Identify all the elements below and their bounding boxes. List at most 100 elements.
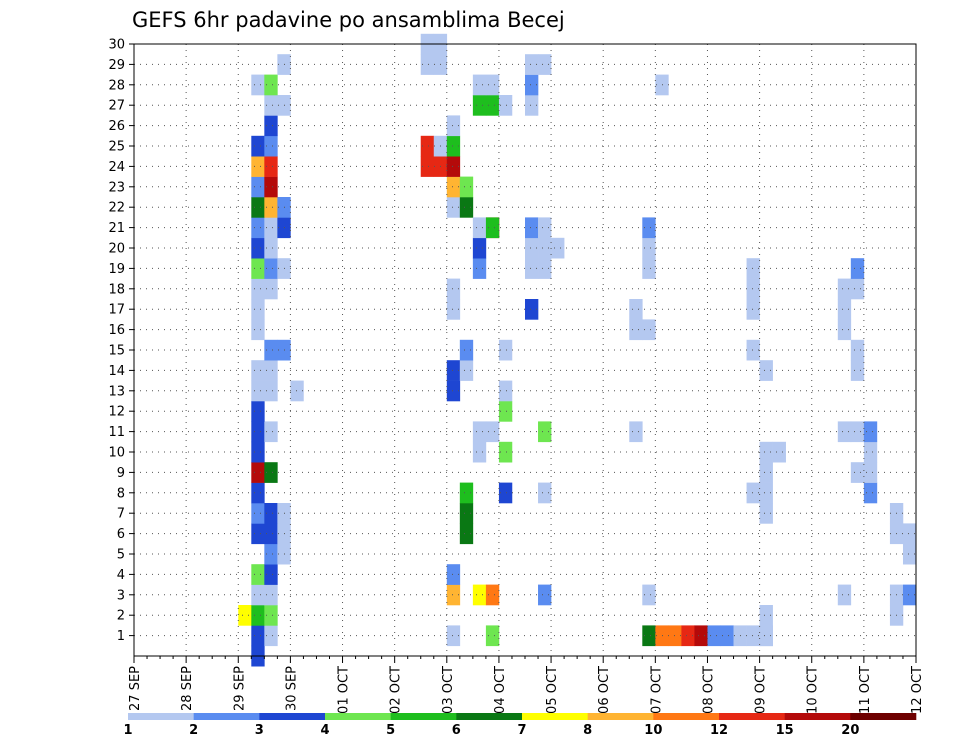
y-tick-label: 29 [108, 58, 125, 73]
colorbar-swatch [193, 713, 260, 720]
precip-cell [264, 95, 278, 116]
colorbar-label: 1 [123, 723, 132, 738]
x-tick-label: 30 SEP [284, 666, 299, 711]
precip-cell [525, 237, 539, 259]
precip-cell [446, 176, 461, 198]
precip-cell [251, 503, 265, 524]
colorbar-label: 20 [841, 723, 859, 738]
precip-cell [525, 74, 539, 96]
precip-cell [264, 523, 278, 545]
precip-cell [525, 258, 539, 279]
precip-cell [902, 523, 917, 545]
x-tick-label: 08 OCT [701, 666, 716, 714]
colorbar-label: 5 [386, 723, 395, 738]
precip-cell [264, 74, 278, 96]
precip-cell [251, 319, 265, 341]
precip-cell [485, 74, 500, 96]
y-tick-label: 15 [108, 344, 125, 359]
precip-cell [642, 319, 656, 341]
colorbar-swatch [128, 713, 194, 720]
x-tick-label: 28 SEP [180, 666, 195, 711]
y-tick-label: 3 [117, 588, 125, 603]
cell-layer [238, 33, 917, 667]
y-axis: 1234567891011121314151617181920212223242… [108, 38, 134, 644]
y-tick-label: 9 [117, 466, 125, 481]
precip-cell [251, 625, 265, 647]
precip-cell [538, 217, 552, 239]
colorbar-label: 15 [776, 723, 794, 738]
y-tick-label: 20 [108, 242, 125, 257]
colorbar-label: 4 [320, 723, 329, 738]
precip-cell [264, 197, 278, 218]
colorbar-swatch [325, 713, 391, 720]
y-tick-label: 25 [108, 140, 125, 155]
precip-cell [642, 258, 656, 279]
x-tick-label: 07 OCT [649, 666, 664, 714]
precip-cell [264, 258, 278, 279]
y-tick-label: 21 [108, 221, 125, 236]
x-tick-label: 06 OCT [597, 666, 612, 714]
y-tick-label: 28 [108, 78, 125, 93]
precip-cell [251, 278, 265, 300]
precip-cell [459, 176, 474, 198]
precip-cell [459, 360, 474, 381]
precip-cell [251, 523, 265, 545]
y-tick-label: 14 [108, 364, 125, 379]
precip-cell [746, 299, 760, 320]
x-axis: 27 SEP 28 SEP 29 SEP 30 SEP 01 OCT 02 OCT 03 O… [128, 656, 925, 714]
precip-cell [850, 339, 865, 361]
x-tick-label: 02 OCT [389, 666, 404, 714]
precip-cell [850, 421, 865, 443]
y-tick-label: 2 [117, 609, 125, 624]
precip-cell [538, 258, 552, 279]
precip-cell [694, 625, 708, 647]
precip-cell [746, 278, 760, 300]
precip-cell [538, 421, 552, 443]
precip-cell [837, 584, 852, 606]
precip-cell [459, 523, 474, 545]
precip-cell [668, 625, 682, 647]
precip-cell [629, 299, 643, 320]
precip-cell [746, 258, 760, 279]
y-tick-label: 19 [108, 262, 125, 277]
precip-cell [472, 74, 487, 96]
precip-cell [746, 625, 760, 647]
y-tick-label: 22 [108, 201, 125, 216]
precip-cell [759, 503, 773, 524]
precip-cell [863, 441, 878, 463]
x-tick-label: 09 OCT [754, 666, 769, 714]
precip-cell [446, 135, 461, 157]
precip-cell [264, 564, 278, 585]
precip-cell [837, 299, 852, 320]
colorbar-swatch [390, 713, 457, 720]
colorbar-label: 7 [517, 723, 526, 738]
x-tick-label: 29 SEP [232, 666, 247, 711]
precip-cell [459, 482, 474, 504]
precip-cell [681, 625, 695, 647]
y-tick-label: 17 [108, 303, 125, 318]
precip-cell [420, 156, 435, 177]
chart-title: GEFS 6hr padavine po ansamblima Becej [132, 8, 565, 32]
precip-cell [525, 95, 539, 116]
precip-cell [498, 441, 513, 463]
y-tick-label: 12 [108, 405, 125, 420]
precip-cell [863, 462, 878, 483]
precip-cell [538, 482, 552, 504]
precip-cell [525, 299, 539, 320]
precip-cell [472, 584, 487, 606]
precip-cell [290, 380, 304, 402]
precip-cell [525, 54, 539, 75]
precip-cell [759, 462, 773, 483]
precip-cell [498, 339, 513, 361]
colorbar-swatch [259, 713, 326, 720]
precip-cell [251, 462, 265, 483]
precip-cell [538, 54, 552, 75]
precip-cell [642, 237, 656, 259]
x-tick-label: 10 OCT [806, 666, 821, 714]
colorbar-swatch [653, 713, 720, 720]
y-tick-label: 26 [108, 119, 125, 134]
precip-cell [446, 115, 461, 137]
precip-cell [759, 482, 773, 504]
precip-cell [446, 197, 461, 218]
